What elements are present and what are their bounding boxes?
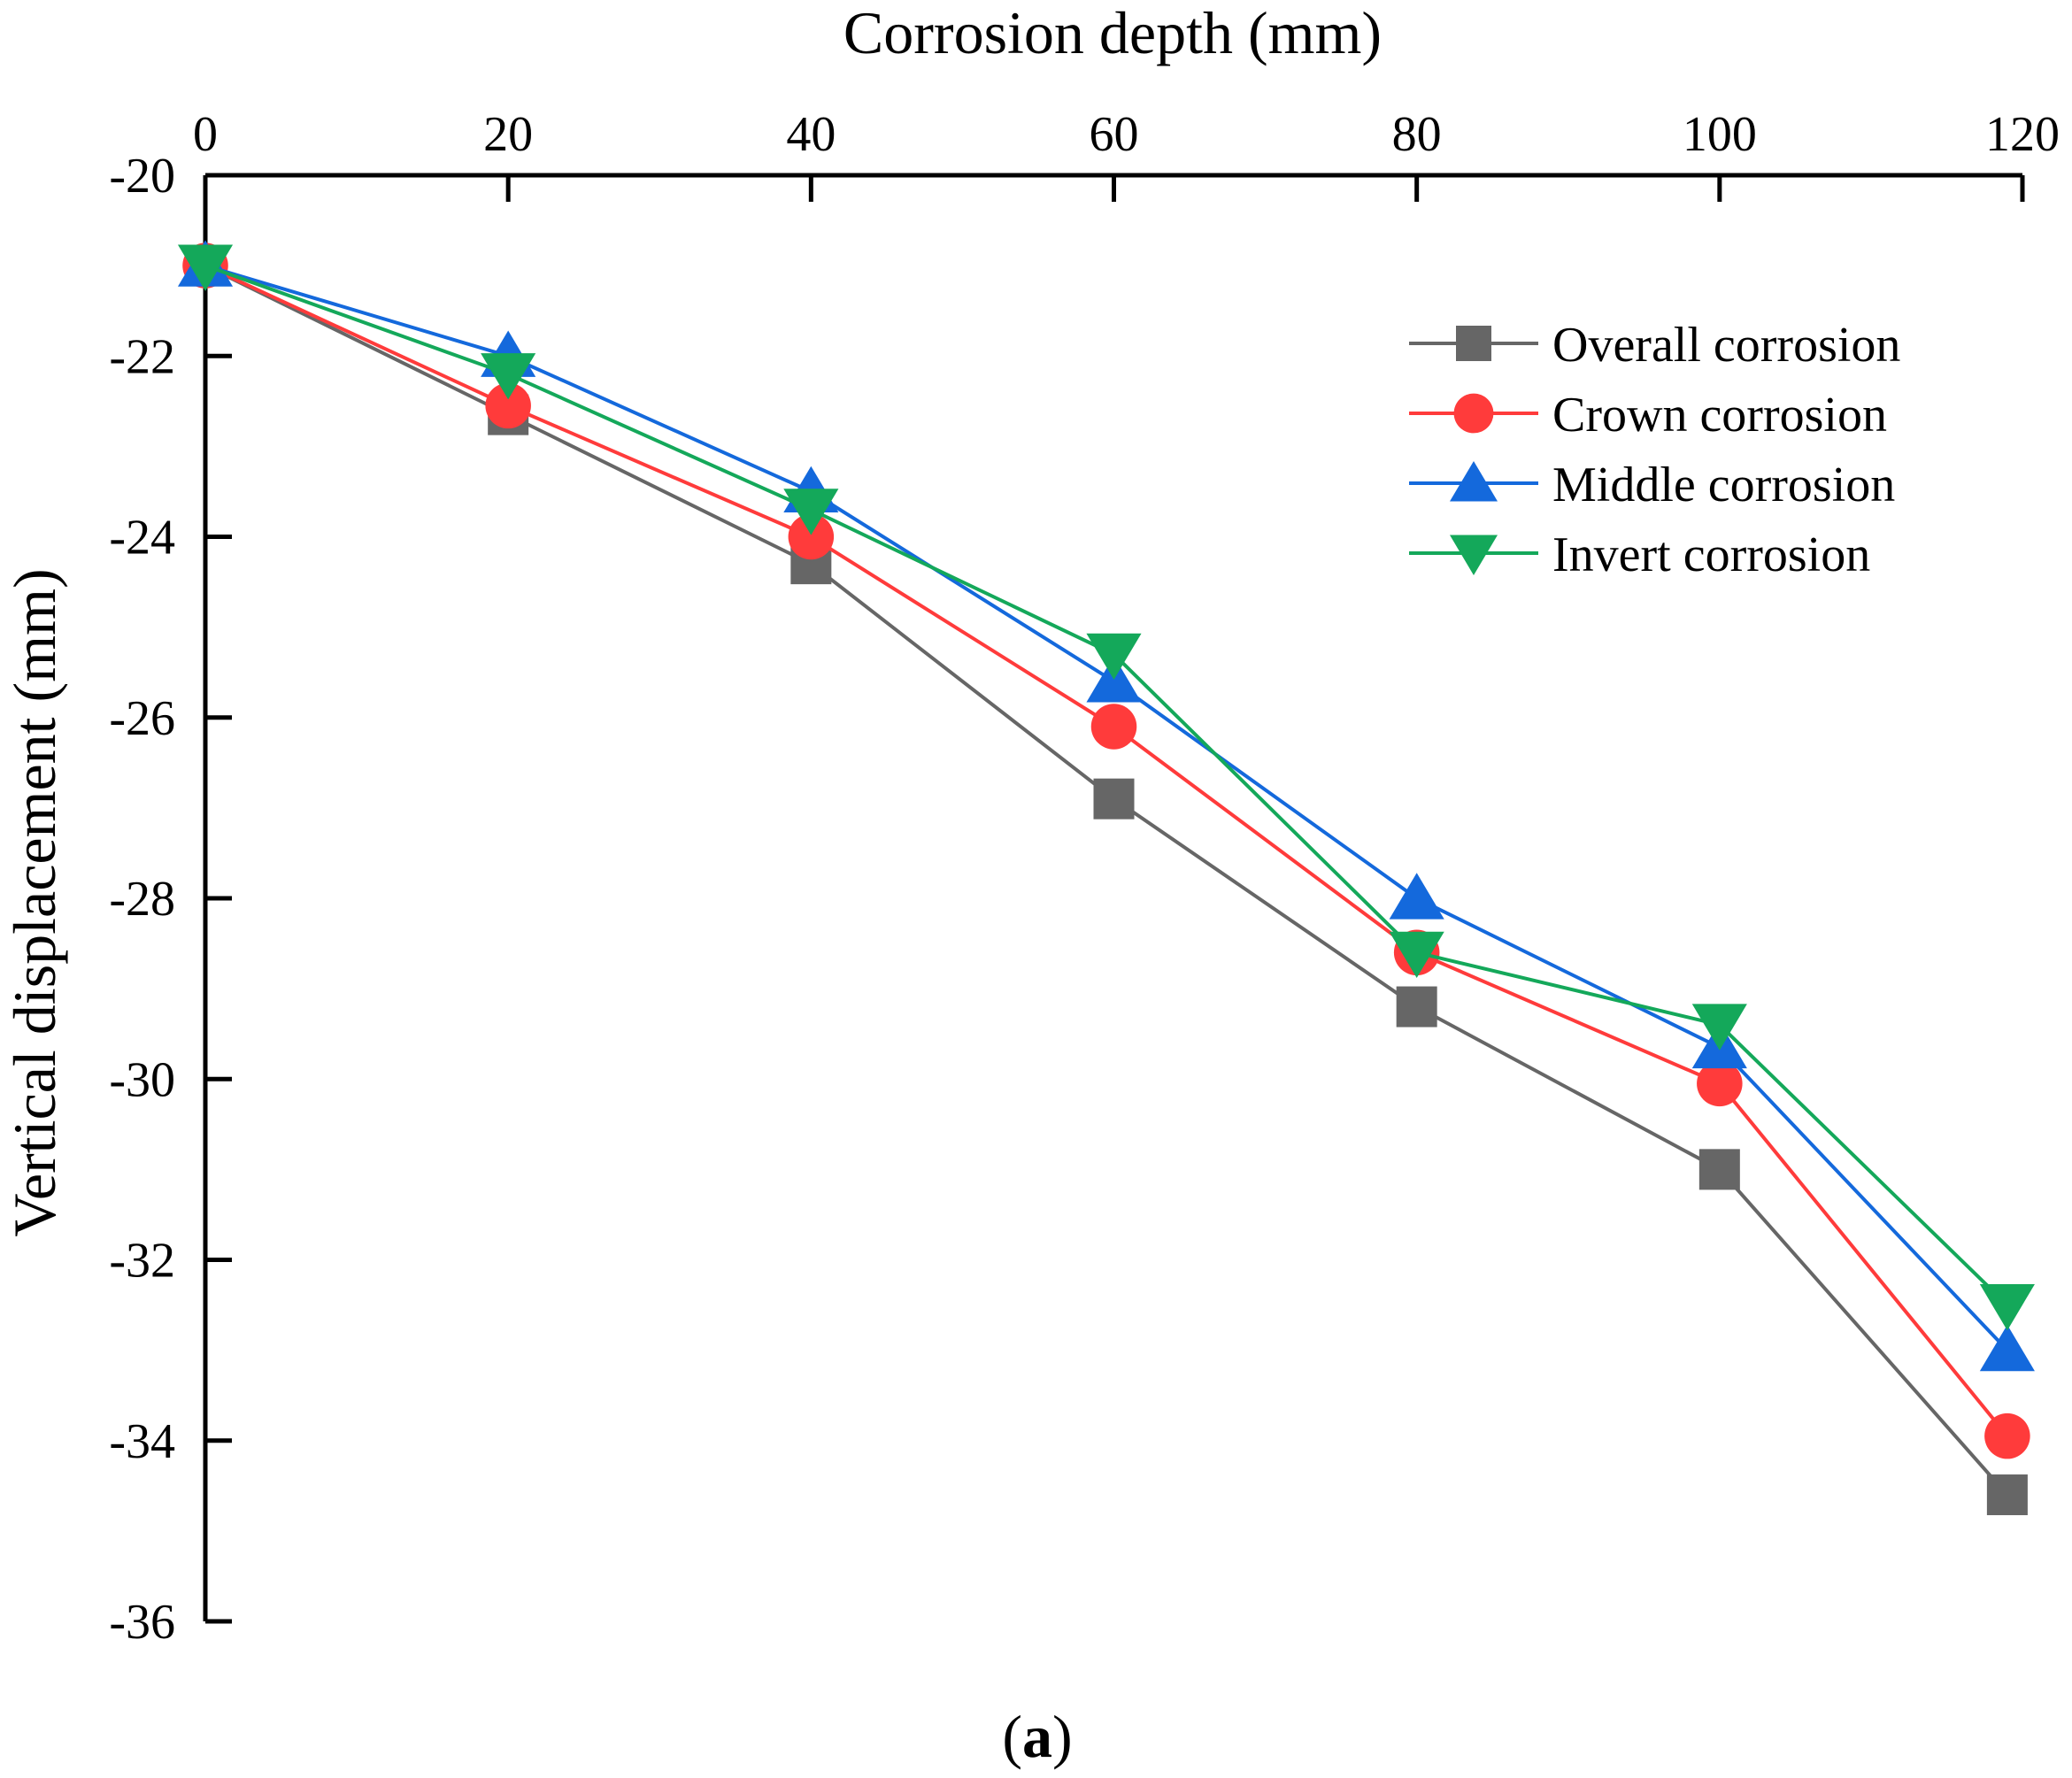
legend-item: Invert corrosion bbox=[1409, 527, 1870, 582]
data-point bbox=[1389, 931, 1444, 979]
y-tick-label: -28 bbox=[109, 872, 175, 927]
data-point bbox=[481, 353, 536, 400]
data-point bbox=[1396, 986, 1437, 1028]
y-tick-label: -22 bbox=[109, 329, 175, 384]
panel-caption: (a) bbox=[1002, 1703, 1072, 1770]
legend-marker bbox=[1450, 461, 1498, 502]
data-point bbox=[485, 382, 531, 429]
data-point bbox=[1389, 873, 1444, 920]
x-tick-label: 120 bbox=[1985, 107, 2060, 162]
legend-label: Invert corrosion bbox=[1552, 527, 1870, 582]
legend-item: Middle corrosion bbox=[1409, 458, 1895, 512]
axes: 0 20 40 60 80 100 120 -20 -22 -24 -26 -28 -30 -32 -34 -… bbox=[109, 107, 2060, 1650]
series-invert-corrosion bbox=[177, 244, 2035, 1331]
legend-marker bbox=[1453, 393, 1494, 434]
x-tick-label: 0 bbox=[193, 107, 218, 162]
data-point bbox=[177, 244, 234, 291]
y-axis-label: Vertical displacement (mm) bbox=[1, 568, 68, 1236]
y-tick-label: -26 bbox=[109, 691, 175, 746]
data-point bbox=[1698, 1149, 1740, 1190]
legend: Overall corrosion Crown corrosion Middle c… bbox=[1409, 318, 1900, 582]
y-tick-label: -30 bbox=[109, 1052, 175, 1107]
series-line bbox=[204, 264, 2009, 1497]
x-tick-label: 80 bbox=[1392, 107, 1442, 162]
y-tick-label: -32 bbox=[109, 1234, 175, 1289]
data-point bbox=[1979, 1283, 2035, 1331]
data-point bbox=[1691, 1004, 1747, 1051]
x-tick-label: 40 bbox=[786, 107, 836, 162]
y-tick-label: -36 bbox=[109, 1595, 175, 1650]
y-tick-label: -20 bbox=[109, 149, 175, 204]
legend-marker bbox=[1456, 326, 1491, 361]
data-point bbox=[1090, 704, 1137, 750]
data-point bbox=[1697, 1060, 1743, 1107]
caption-open: ( bbox=[1002, 1703, 1022, 1770]
legend-label: Overall corrosion bbox=[1552, 318, 1900, 373]
data-point bbox=[1984, 1412, 2030, 1459]
x-tick-label: 100 bbox=[1683, 107, 1757, 162]
series-layer bbox=[177, 240, 2035, 1516]
caption-letter: a bbox=[1022, 1703, 1052, 1770]
legend-item: Crown corrosion bbox=[1409, 388, 1887, 443]
data-point bbox=[788, 513, 835, 560]
data-point bbox=[1093, 778, 1135, 820]
legend-label: Middle corrosion bbox=[1552, 458, 1895, 512]
x-tick-label: 20 bbox=[483, 107, 533, 162]
legend-item: Overall corrosion bbox=[1409, 318, 1900, 373]
y-tick-label: -24 bbox=[109, 511, 175, 566]
data-point bbox=[783, 489, 839, 535]
x-axis-label: Corrosion depth (mm) bbox=[843, 0, 1382, 66]
legend-label: Crown corrosion bbox=[1552, 388, 1887, 443]
x-tick-label: 60 bbox=[1090, 107, 1139, 162]
legend-marker bbox=[1450, 535, 1498, 575]
y-tick-label: -34 bbox=[109, 1414, 175, 1469]
data-point bbox=[1986, 1474, 2028, 1516]
caption-close: ) bbox=[1052, 1703, 1073, 1770]
data-point bbox=[1979, 1324, 2035, 1372]
data-point bbox=[1086, 633, 1142, 681]
